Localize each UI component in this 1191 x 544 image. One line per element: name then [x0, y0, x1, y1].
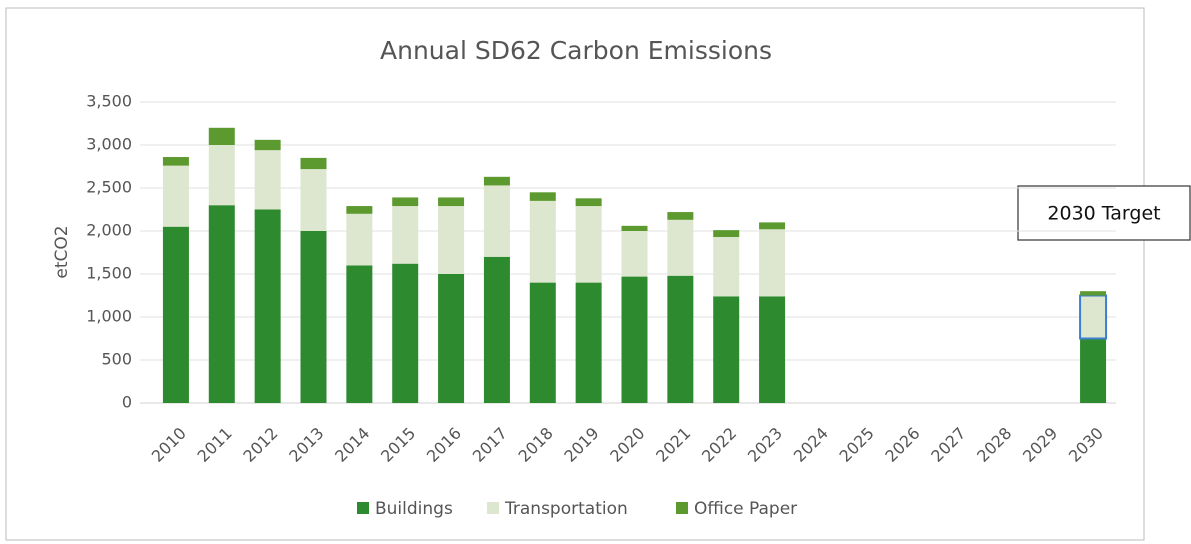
bar-segment — [667, 219, 694, 276]
bar-segment — [713, 230, 740, 238]
bar-segment — [300, 157, 327, 170]
y-tick-label: 1,500 — [86, 264, 132, 283]
bar-segment — [713, 237, 740, 297]
bar-segment — [759, 296, 786, 403]
annotation: 2030 Target — [1047, 203, 1160, 225]
bar-segment — [162, 157, 189, 166]
y-tick-label: 0 — [122, 393, 132, 412]
chart-title: Annual SD62 Carbon Emissions — [380, 36, 772, 65]
bar-segment — [575, 282, 602, 403]
bar-segment — [208, 127, 235, 145]
legend-label: Transportation — [504, 499, 628, 519]
bar-segment — [621, 231, 648, 277]
bar-segment — [1080, 338, 1107, 403]
bar-segment — [438, 274, 465, 403]
bar-segment — [208, 205, 235, 403]
bar-segment — [759, 222, 786, 230]
bar-segment — [392, 197, 419, 207]
bar-segment — [300, 169, 327, 231]
bar-segment — [621, 276, 648, 403]
y-tick-label: 3,000 — [86, 135, 132, 154]
bar-segment — [667, 212, 694, 220]
bar-segment — [162, 165, 189, 227]
y-axis-label: etCO2 — [52, 225, 72, 278]
bar-segment — [346, 206, 373, 214]
bar-segment — [392, 263, 419, 403]
bar-segment — [713, 296, 740, 403]
legend-swatch — [487, 502, 499, 514]
bar-segment — [483, 176, 510, 186]
bar-segment — [529, 200, 556, 283]
bar-segment — [621, 225, 648, 231]
bar-segment — [392, 206, 419, 264]
bar-segment — [438, 197, 465, 207]
bar-segment — [575, 206, 602, 283]
bar-segment — [667, 275, 694, 403]
bar-segment — [483, 256, 510, 403]
y-tick-label: 3,500 — [86, 92, 132, 111]
bar-segment — [759, 229, 786, 297]
bar-segment — [300, 231, 327, 403]
bar-segment — [1079, 294, 1108, 340]
bar-segment — [208, 145, 235, 206]
bar-segment — [346, 213, 373, 266]
bar-segment — [162, 226, 189, 403]
legend-label: Buildings — [375, 499, 453, 519]
y-tick-label: 2,000 — [86, 221, 132, 240]
bar-segment — [346, 265, 373, 403]
bar-segment — [1080, 291, 1107, 296]
legend-swatch — [357, 502, 369, 514]
bar-segment — [529, 192, 556, 201]
bar-segment — [254, 150, 281, 210]
bar-segment — [483, 185, 510, 257]
y-tick-label: 2,500 — [86, 178, 132, 197]
bar-segment — [254, 139, 281, 151]
bar-segment — [575, 198, 602, 207]
y-tick-label: 500 — [101, 350, 132, 369]
bar-segment — [254, 209, 281, 403]
bar-segment — [529, 282, 556, 403]
legend-swatch — [676, 502, 688, 514]
legend-label: Office Paper — [694, 499, 797, 519]
bar-segment — [438, 206, 465, 274]
y-tick-label: 1,000 — [86, 307, 132, 326]
